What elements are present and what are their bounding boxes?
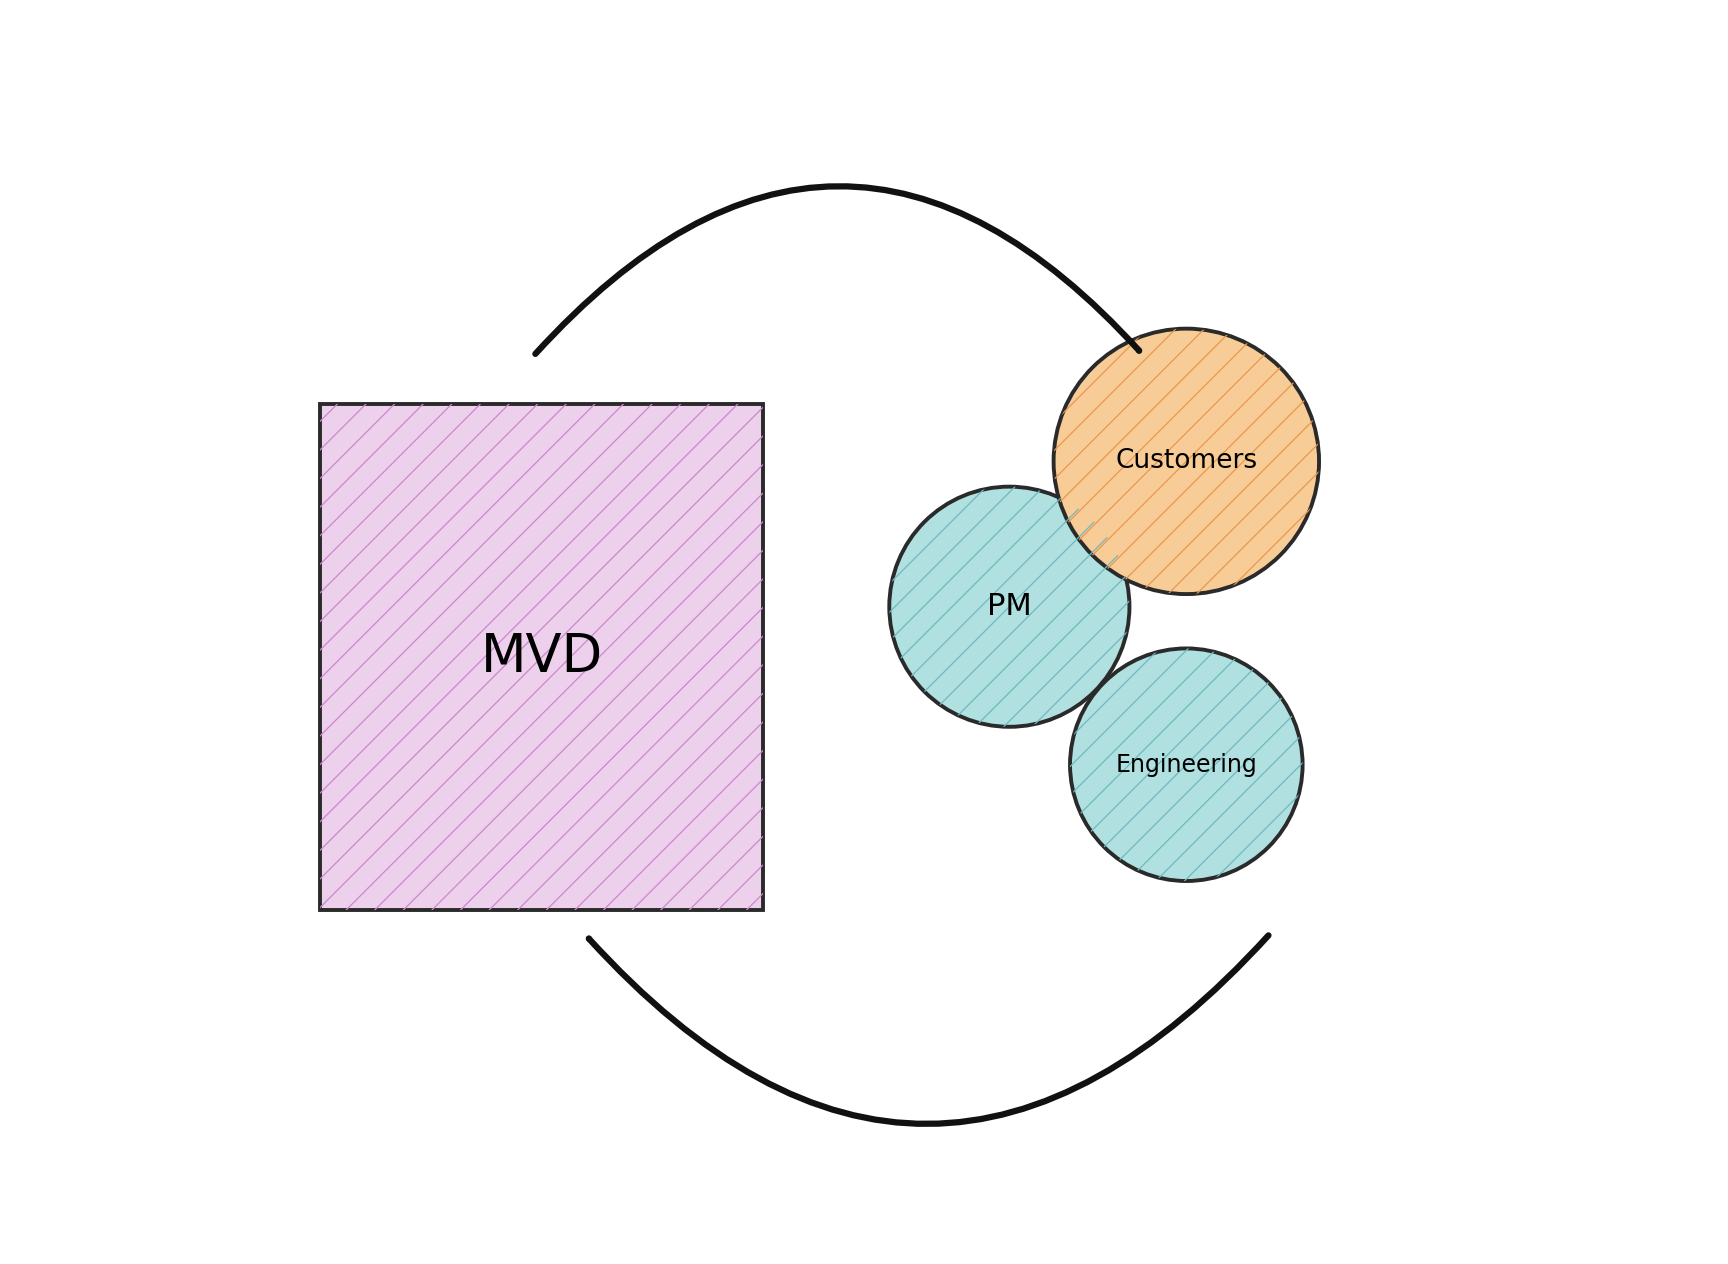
Text: Engineering: Engineering — [1116, 753, 1258, 776]
Text: PM: PM — [987, 593, 1032, 621]
Circle shape — [890, 487, 1130, 727]
Bar — [320, 404, 762, 910]
Bar — [320, 404, 762, 910]
FancyArrowPatch shape — [536, 186, 1139, 354]
Circle shape — [1054, 329, 1318, 594]
Circle shape — [890, 487, 1130, 727]
Circle shape — [1070, 648, 1303, 881]
FancyArrowPatch shape — [589, 935, 1268, 1124]
Text: Customers: Customers — [1115, 449, 1258, 474]
Circle shape — [1070, 648, 1303, 881]
Circle shape — [1054, 329, 1318, 594]
Text: MVD: MVD — [480, 631, 603, 684]
